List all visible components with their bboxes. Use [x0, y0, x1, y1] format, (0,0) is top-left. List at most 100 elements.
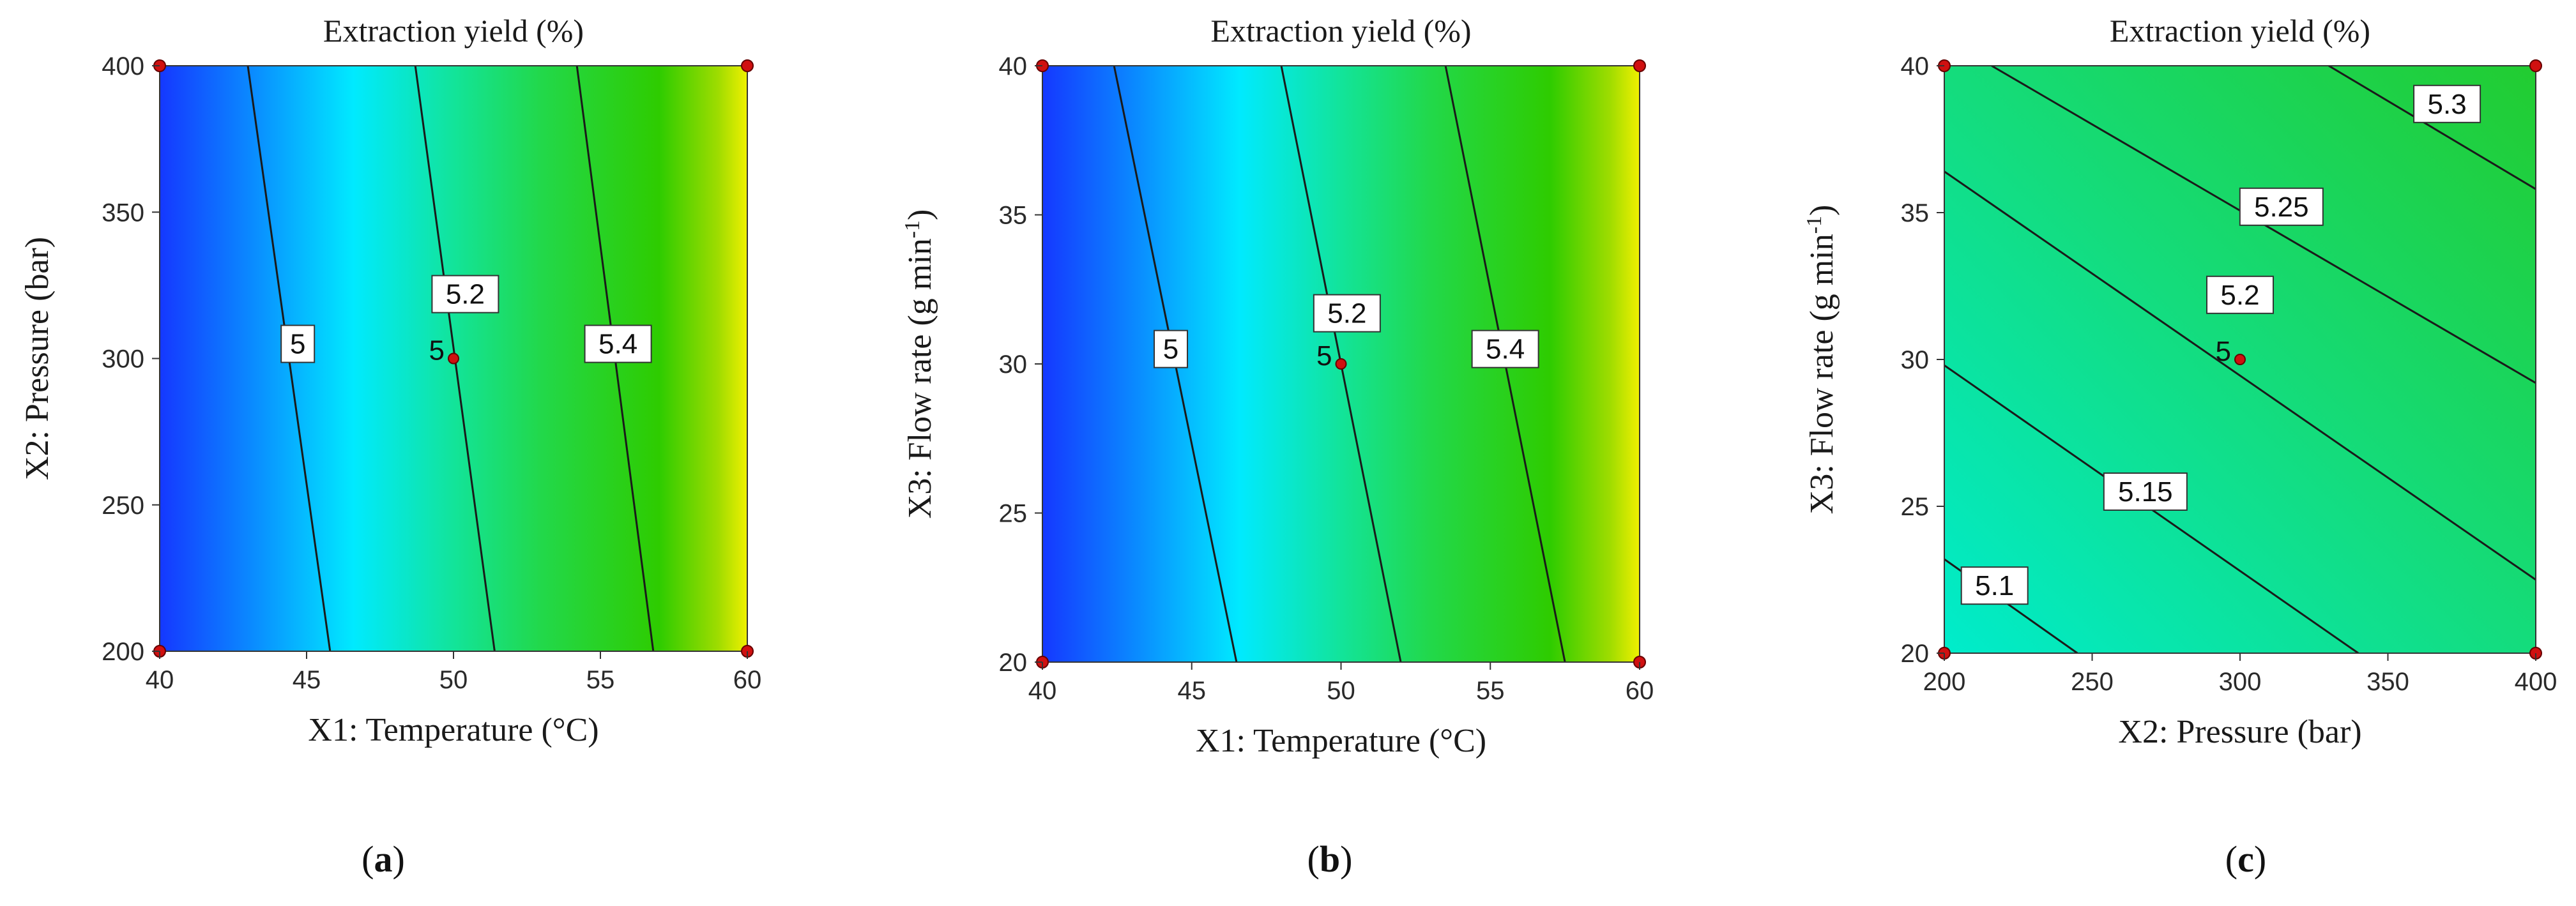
y-tick-label: 350: [102, 199, 144, 227]
center-point-count: 5: [1316, 340, 1332, 372]
center-point-count: 5: [429, 335, 445, 366]
contour-label-text: 5: [1163, 334, 1178, 365]
design-point: [2529, 59, 2542, 72]
caption-close-paren: ): [393, 838, 405, 880]
x-tick-label: 40: [146, 666, 174, 694]
contour-label-box: [2239, 187, 2324, 226]
x-tick-label: 400: [2515, 668, 2557, 696]
y-tick-label: 35: [1901, 199, 1930, 227]
contour-label-box: [280, 324, 316, 363]
design-point: [741, 59, 754, 72]
x-tick-label: 300: [2219, 668, 2262, 696]
y-axis-label: X2: Pressure (bar): [19, 237, 56, 480]
caption-open-paren: (: [362, 838, 374, 880]
x-tick-label: 40: [1028, 677, 1057, 705]
panel-caption: (a): [362, 838, 405, 880]
chart-title: Extraction yield (%): [2110, 13, 2370, 49]
y-tick-label: 20: [1901, 640, 1930, 668]
caption-open-paren: (: [1307, 838, 1320, 880]
contour-label-5.25: 5.25: [2239, 187, 2324, 226]
center-point: [2234, 354, 2246, 365]
contour-label-text: 5.2: [2220, 280, 2259, 311]
contour-label-text: 5.4: [1486, 334, 1525, 365]
contour-label-5.2: 5.2: [431, 275, 499, 313]
contour-label-text: 5.2: [1327, 298, 1366, 329]
caption-letter: b: [1320, 838, 1340, 880]
contour-label-text: 5.1: [1975, 570, 2014, 601]
center-point: [1335, 358, 1347, 370]
chart-panel-c: 5.1 5.15 5.2 5.25 5.3 5 200 250 300 350 400 20 25 30 3…: [1802, 13, 2557, 880]
center-point-count: 5: [2216, 336, 2231, 367]
y-tick-label: 300: [102, 345, 144, 374]
contour-label-5.3: 5.3: [2413, 84, 2481, 123]
caption-open-paren: (: [2225, 838, 2237, 880]
y-tick-label: 30: [1901, 346, 1930, 374]
x-axis-label: X1: Temperature (°C): [308, 712, 598, 748]
y-tick-label: 200: [102, 638, 144, 666]
x-tick-label: 200: [1923, 668, 1966, 696]
contour-label-5.4: 5.4: [584, 324, 652, 363]
caption-letter: c: [2237, 838, 2254, 880]
x-tick-label: 55: [1476, 677, 1505, 705]
contour-label-5: 5: [1154, 329, 1189, 368]
panel-caption: (b): [1307, 838, 1353, 880]
contour-label-5.4: 5.4: [1471, 329, 1539, 368]
x-tick-label: 60: [733, 666, 762, 694]
caption-close-paren: ): [2254, 838, 2266, 880]
chart-title: Extraction yield (%): [323, 13, 584, 49]
contour-label-box: [584, 324, 652, 363]
x-tick-label: 50: [1327, 677, 1355, 705]
contour-label-box: [431, 275, 499, 313]
y-tick-label: 40: [999, 52, 1028, 80]
x-axis-label: X1: Temperature (°C): [1196, 723, 1486, 759]
contour-label-5.2: 5.2: [2206, 275, 2274, 314]
design-point: [1633, 59, 1646, 72]
contour-label-5.1: 5.1: [1960, 566, 2029, 605]
contour-label-text: 5.3: [2428, 89, 2467, 120]
contour-line-5.2: [1944, 170, 2536, 581]
contour-line-5.3: [2328, 64, 2536, 190]
panel-caption: (c): [2225, 838, 2266, 880]
contour-label-box: [1313, 294, 1381, 333]
y-tick-label: 20: [999, 649, 1028, 677]
contour-label-5.15: 5.15: [2103, 472, 2188, 511]
caption-close-paren: ): [1340, 838, 1352, 880]
y-axis-label: X3: Flow rate (g min-1): [1802, 205, 1840, 515]
x-tick-label: 50: [439, 666, 468, 694]
x-tick-label: 55: [586, 666, 615, 694]
y-axis-label-main: X2: Pressure (bar): [19, 237, 56, 480]
y-axis-label: X3: Flow rate (g min-1): [901, 209, 938, 519]
y-tick-label: 30: [999, 351, 1028, 379]
contour-label-box: [1960, 566, 2029, 605]
y-tick-label: 25: [999, 500, 1028, 528]
contour-label-text: 5.4: [598, 329, 637, 360]
y-axis-label-main: X3: Flow rate (g min: [902, 238, 938, 518]
y-tick-label: 40: [1901, 52, 1930, 80]
y-axis-label-main: X3: Flow rate (g min: [1804, 234, 1840, 514]
x-tick-label: 250: [2071, 668, 2114, 696]
contour-label-box: [2413, 84, 2481, 123]
contour-label-text: 5: [290, 329, 305, 360]
contour-label-text: 5.2: [446, 279, 485, 310]
x-axis-label: X2: Pressure (bar): [2118, 714, 2361, 750]
contour-label-text: 5.25: [2254, 192, 2309, 223]
contour-label-box: [1154, 329, 1189, 368]
chart-title: Extraction yield (%): [1210, 13, 1471, 49]
y-tick-label: 250: [102, 492, 144, 520]
y-axis-label-superscript: -1: [1802, 216, 1826, 234]
x-tick-label: 45: [293, 666, 321, 694]
y-tick-label: 35: [999, 202, 1028, 230]
contour-label-text: 5.15: [2118, 476, 2173, 508]
contour-label-box: [1471, 329, 1539, 368]
y-axis-label-superscript: -1: [901, 220, 924, 238]
x-tick-label: 350: [2366, 668, 2409, 696]
caption-letter: a: [374, 838, 393, 880]
y-axis-label-end: ): [902, 209, 938, 220]
contour-label-5.2: 5.2: [1313, 294, 1381, 333]
chart-panel-b: 5 5.2 5.4 5 40 45 50 55 60 20 25 30 35 40 Extraction y…: [901, 13, 1654, 880]
y-tick-label: 25: [1901, 493, 1930, 521]
center-point: [448, 352, 459, 365]
y-axis-label-end: ): [1804, 205, 1840, 216]
